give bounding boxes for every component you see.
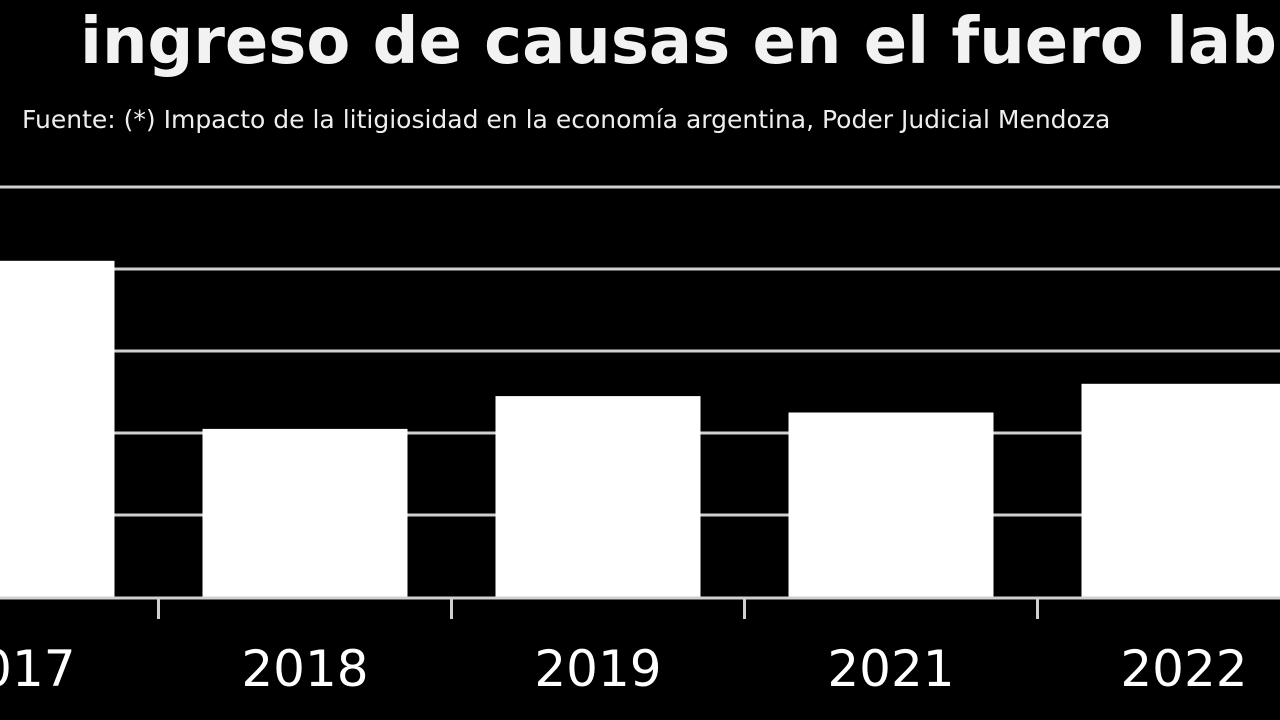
bar-2022: [1081, 383, 1280, 597]
x-tick-label-2022: 2022: [1120, 640, 1247, 698]
bars: [0, 260, 1280, 597]
bar-2018: [202, 428, 408, 597]
bar-2021: [788, 412, 994, 597]
x-tick-label-2019: 2019: [534, 640, 661, 698]
chart-title: ingreso de causas en el fuero lab: [80, 5, 1277, 79]
x-tick-label-2018: 2018: [241, 640, 368, 698]
bar-2019: [495, 396, 701, 597]
chart-source-note: Fuente: (*) Impacto de la litigiosidad e…: [22, 105, 1111, 134]
bar-2017: [0, 260, 115, 597]
x-axis-ticks: 2017 2018 2019 2021 2022: [0, 599, 1248, 698]
x-tick-label-2017: 2017: [0, 640, 76, 698]
x-tick-label-2021: 2021: [827, 640, 954, 698]
